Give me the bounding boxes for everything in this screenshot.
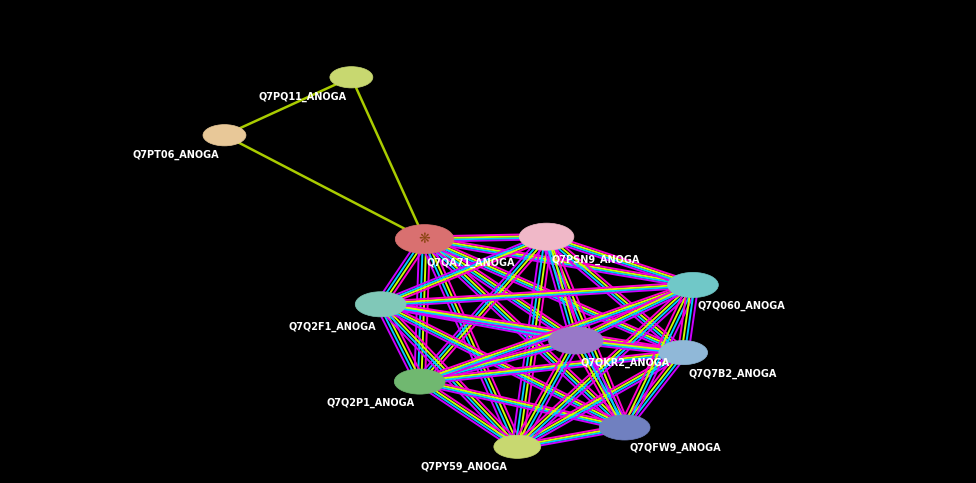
- Text: Q7PY59_ANOGA: Q7PY59_ANOGA: [421, 462, 508, 472]
- Text: Q7QFW9_ANOGA: Q7QFW9_ANOGA: [630, 443, 721, 453]
- Text: ❋: ❋: [419, 232, 430, 246]
- Circle shape: [549, 327, 603, 354]
- Circle shape: [394, 369, 445, 394]
- Circle shape: [668, 272, 718, 298]
- Text: Q7Q7B2_ANOGA: Q7Q7B2_ANOGA: [688, 369, 777, 379]
- Circle shape: [494, 435, 541, 458]
- Text: Q7PQ11_ANOGA: Q7PQ11_ANOGA: [259, 92, 346, 102]
- Text: Q7Q2F1_ANOGA: Q7Q2F1_ANOGA: [288, 322, 376, 332]
- Text: Q7QKR2_ANOGA: Q7QKR2_ANOGA: [581, 358, 670, 368]
- Text: Q7PT06_ANOGA: Q7PT06_ANOGA: [133, 150, 220, 160]
- Text: Q7Q2P1_ANOGA: Q7Q2P1_ANOGA: [327, 398, 415, 408]
- Circle shape: [355, 292, 406, 317]
- Text: Q7Q060_ANOGA: Q7Q060_ANOGA: [698, 301, 786, 311]
- Text: Q7PSN9_ANOGA: Q7PSN9_ANOGA: [551, 255, 640, 265]
- Circle shape: [599, 415, 650, 440]
- Circle shape: [395, 225, 454, 254]
- Circle shape: [203, 125, 246, 146]
- Circle shape: [659, 341, 708, 365]
- Circle shape: [519, 223, 574, 250]
- Circle shape: [330, 67, 373, 88]
- Text: Q7QA71_ANOGA: Q7QA71_ANOGA: [427, 257, 515, 268]
